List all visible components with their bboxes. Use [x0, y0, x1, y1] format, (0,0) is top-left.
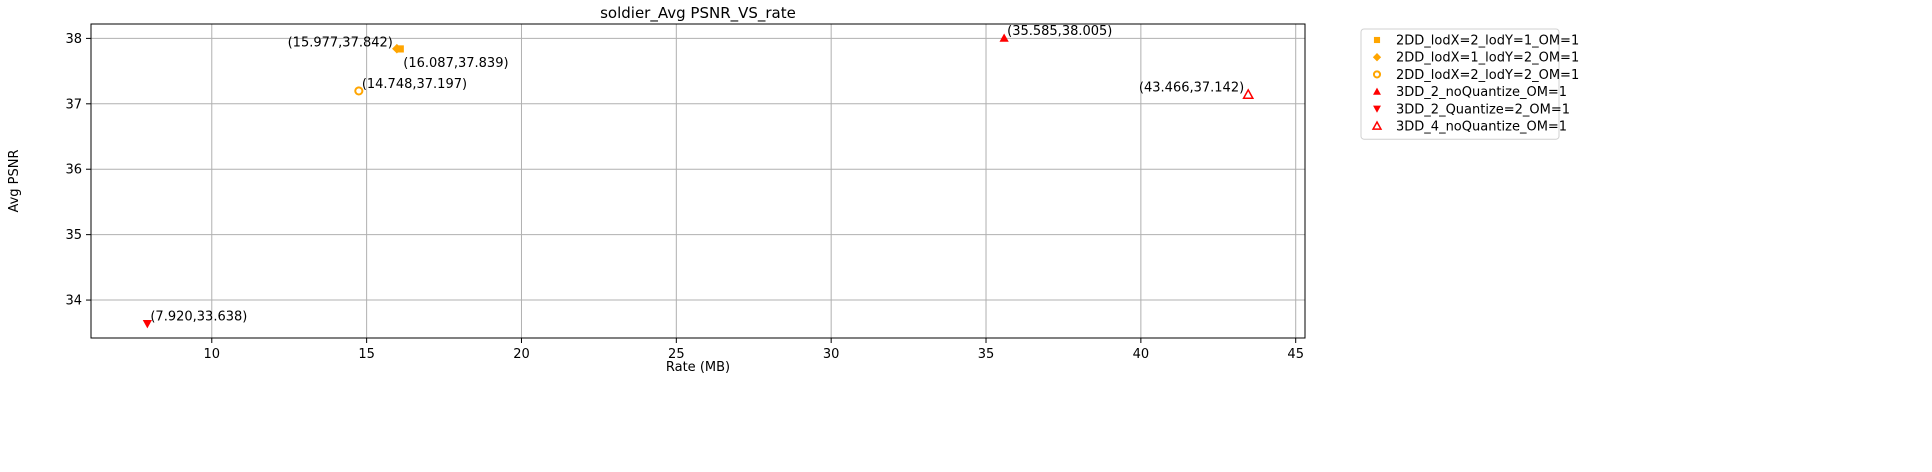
legend-entry: 2DD_lodX=2_lodY=1_OM=1: [1373, 34, 1579, 49]
legend-marker: [1372, 53, 1382, 62]
data-label: (43.466,37.142): [1139, 81, 1244, 96]
data-label: (7.920,33.638): [150, 310, 247, 325]
data-point: [354, 86, 364, 96]
axis-ticks: 10 15 20 25 30 35 40 45 34 35 36 37 38: [65, 32, 1304, 362]
data-label: (35.585,38.005): [1007, 24, 1112, 39]
data-label: (16.087,37.839): [403, 56, 508, 71]
legend-label: 2DD_lodX=1_lodY=2_OM=1: [1396, 51, 1579, 66]
legend-entry: 2DD_lodX=1_lodY=2_OM=1: [1372, 51, 1579, 66]
legend-label: 3DD_2_noQuantize_OM=1: [1396, 85, 1567, 100]
data-points: [142, 33, 1255, 329]
chart-title: soldier_Avg PSNR_VS_rate: [600, 4, 796, 23]
y-axis-label: Avg PSNR: [7, 149, 22, 212]
x-tick-label: 10: [204, 347, 221, 362]
x-tick-label: 30: [823, 347, 840, 362]
legend-label: 2DD_lodX=2_lodY=2_OM=1: [1396, 68, 1579, 83]
data-point: [1242, 88, 1255, 99]
data-point: [999, 33, 1009, 42]
x-tick-label: 15: [358, 347, 375, 362]
legend-box: [1360, 28, 1560, 140]
legend-marker: [1373, 105, 1381, 113]
legend-marker: [1372, 70, 1382, 79]
y-tick-label: 34: [65, 294, 82, 309]
y-tick-label: 35: [65, 228, 82, 243]
plot-frame: [90, 23, 1306, 339]
legend-label: 2DD_lodX=2_lodY=1_OM=1: [1396, 34, 1579, 49]
data-point: [392, 43, 402, 54]
legend-marker: [1371, 120, 1383, 130]
y-tick-label: 36: [65, 163, 82, 178]
y-tick-label: 38: [65, 32, 82, 47]
grid: [91, 24, 1305, 338]
x-tick-label: 45: [1287, 347, 1304, 362]
legend-entry: 3DD_2_noQuantize_OM=1: [1373, 85, 1567, 100]
x-axis-label: Rate (MB): [666, 360, 730, 375]
x-tick-label: 35: [978, 347, 995, 362]
data-point: [142, 320, 152, 329]
legend-label: 3DD_2_Quantize=2_OM=1: [1396, 102, 1570, 117]
data-label: (15.977,37.842): [288, 36, 393, 51]
legend-entry: 3DD_4_noQuantize_OM=1: [1371, 120, 1567, 135]
legend-entry: 2DD_lodX=2_lodY=2_OM=1: [1372, 68, 1579, 83]
data-label: (14.748,37.197): [362, 77, 467, 92]
legend-marker: [1373, 87, 1381, 95]
x-tick-label: 25: [668, 347, 685, 362]
legend-entry: 3DD_2_Quantize=2_OM=1: [1373, 102, 1570, 117]
point-annotations: (16.087,37.839) (15.977,37.842) (14.748,37…: [150, 24, 1244, 325]
legend-marker: [1373, 36, 1381, 44]
y-tick-label: 37: [65, 97, 82, 112]
legend: 2DD_lodX=2_lodY=1_OM=1 2DD_lodX=1_lodY=2_…: [1360, 28, 1579, 140]
legend-label: 3DD_4_noQuantize_OM=1: [1396, 120, 1567, 135]
x-tick-label: 20: [513, 347, 530, 362]
x-tick-label: 40: [1133, 347, 1150, 362]
